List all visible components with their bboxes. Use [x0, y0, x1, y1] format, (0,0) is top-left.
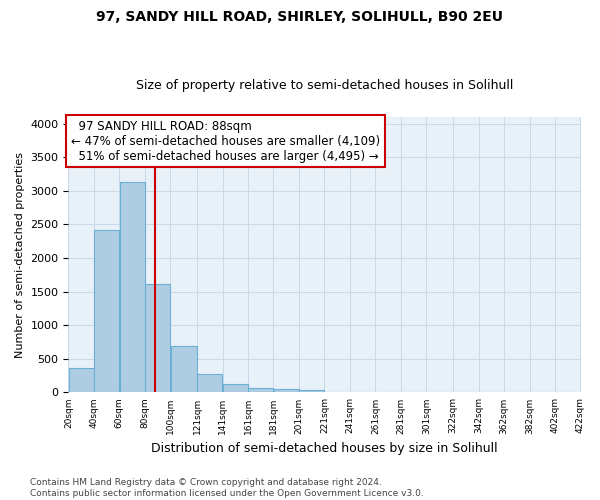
Text: 97 SANDY HILL ROAD: 88sqm
← 47% of semi-detached houses are smaller (4,109)
  51: 97 SANDY HILL ROAD: 88sqm ← 47% of semi-…	[71, 120, 380, 162]
Bar	[170, 346, 197, 393]
Text: Contains HM Land Registry data © Crown copyright and database right 2024.
Contai: Contains HM Land Registry data © Crown c…	[30, 478, 424, 498]
Bar	[223, 384, 248, 392]
Title: Size of property relative to semi-detached houses in Solihull: Size of property relative to semi-detach…	[136, 79, 513, 92]
Bar	[145, 284, 170, 393]
X-axis label: Distribution of semi-detached houses by size in Solihull: Distribution of semi-detached houses by …	[151, 442, 498, 455]
Text: 97, SANDY HILL ROAD, SHIRLEY, SOLIHULL, B90 2EU: 97, SANDY HILL ROAD, SHIRLEY, SOLIHULL, …	[97, 10, 503, 24]
Bar	[197, 374, 223, 392]
Y-axis label: Number of semi-detached properties: Number of semi-detached properties	[15, 152, 25, 358]
Bar	[274, 388, 299, 392]
Bar	[94, 230, 119, 392]
Bar	[119, 182, 145, 392]
Bar	[248, 388, 274, 392]
Bar	[68, 368, 94, 392]
Bar	[299, 390, 324, 392]
